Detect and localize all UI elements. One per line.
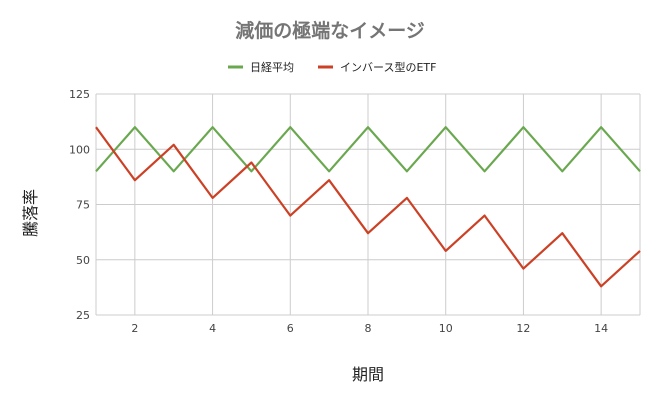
y-tick-label: 25 (76, 309, 90, 322)
series-line-nikkei (95, 126, 641, 173)
x-axis-title: 期間 (352, 365, 384, 384)
y-tick-label: 100 (69, 143, 90, 156)
y-tick-label: 50 (76, 254, 90, 267)
legend: 日経平均 インバース型のETF (228, 60, 436, 74)
x-tick-label: 6 (287, 322, 294, 335)
y-tick-label: 125 (69, 88, 90, 101)
y-axis-title: 騰落率 (21, 189, 40, 237)
legend-label-inverse-etf: インバース型のETF (340, 60, 436, 74)
series-lines (95, 126, 641, 288)
x-tick-label: 10 (439, 322, 453, 335)
x-tick-label: 14 (594, 322, 608, 335)
x-tick-label: 4 (209, 322, 216, 335)
legend-item-inverse-etf: インバース型のETF (318, 60, 436, 74)
x-axis-ticks: 2 4 6 8 10 12 14 (131, 322, 608, 335)
x-tick-label: 12 (516, 322, 530, 335)
series-line-inverse-etf (95, 126, 641, 288)
legend-label-nikkei: 日経平均 (250, 61, 294, 74)
y-axis-ticks: 25 50 75 100 125 (69, 88, 90, 322)
y-tick-label: 75 (76, 199, 90, 212)
chart-title: 減価の極端なイメージ (235, 19, 425, 42)
x-tick-label: 2 (131, 322, 138, 335)
gridlines (95, 93, 641, 316)
x-tick-label: 8 (365, 322, 372, 335)
legend-item-nikkei: 日経平均 (228, 61, 294, 74)
